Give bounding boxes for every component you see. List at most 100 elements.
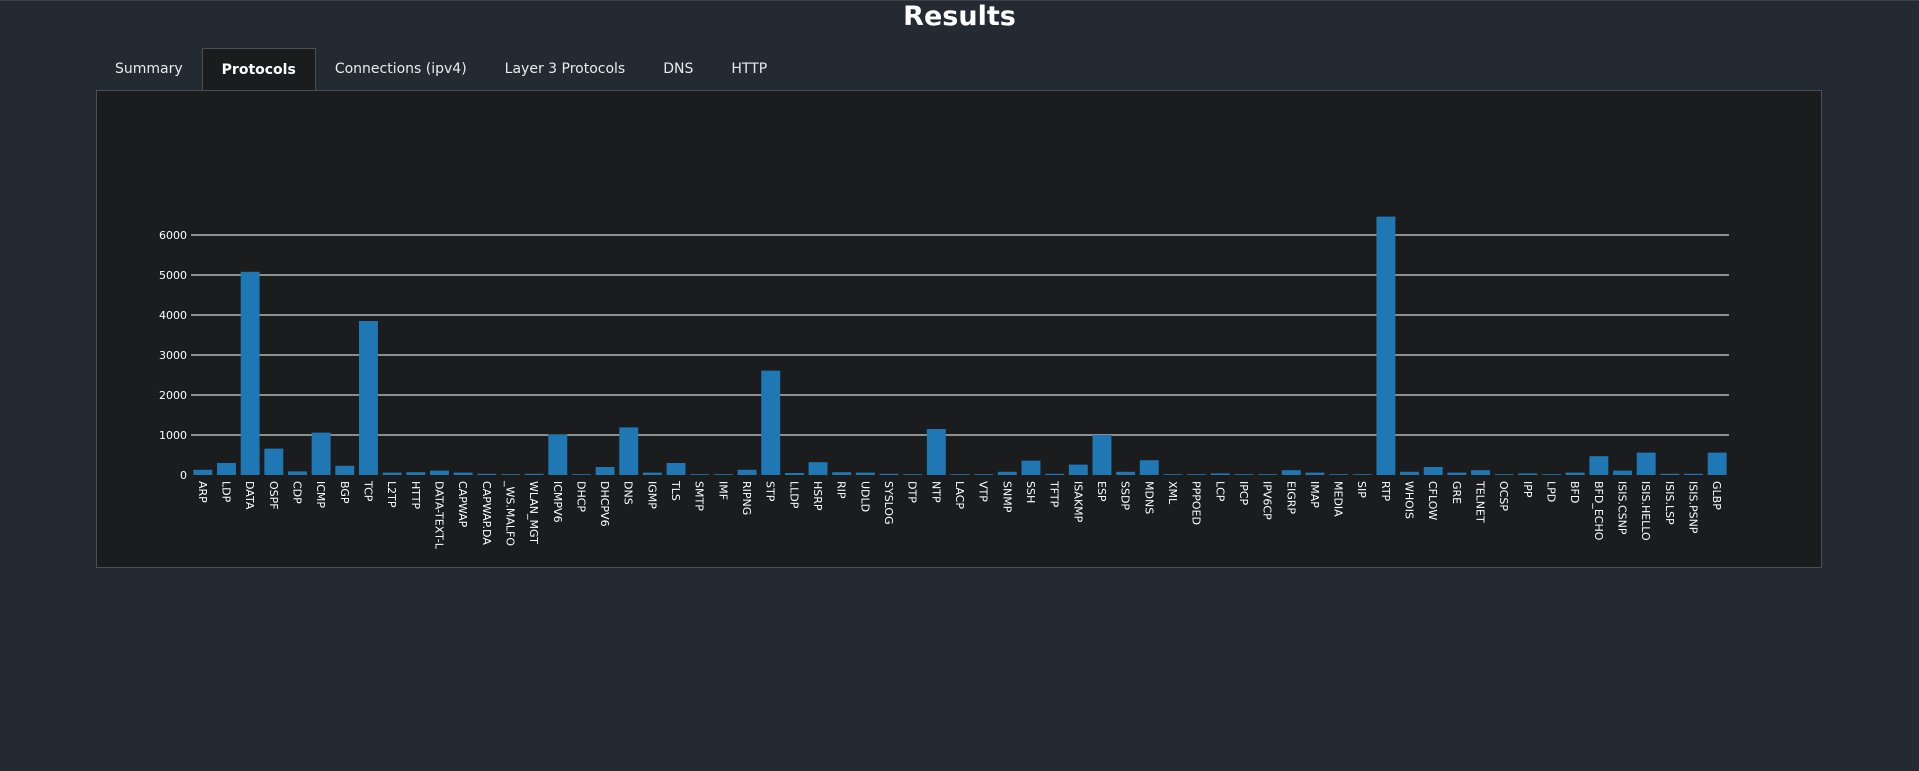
bar (666, 463, 686, 475)
x-tick-label: TFTP (1048, 480, 1061, 508)
x-tick-label: LLDP (787, 481, 800, 509)
bar (1471, 470, 1491, 475)
bar (1376, 216, 1396, 475)
tab-summary[interactable]: Summary (115, 61, 183, 77)
bar (453, 472, 473, 475)
x-tick-label: HTTP (409, 481, 422, 510)
tab-connections-ipv4[interactable]: Connections (ipv4) (334, 61, 467, 77)
x-tick-label: SNMP (1000, 481, 1013, 513)
x-tick-label: ISIS.LSP (1663, 481, 1676, 525)
bar (1707, 452, 1727, 475)
x-tick-label: DATA-TEXT-L (432, 481, 445, 550)
bar (1636, 452, 1656, 475)
x-tick-label: HSRP (811, 481, 824, 511)
bar (619, 427, 639, 475)
x-tick-label: BFD (1568, 481, 1581, 503)
x-tick-label: PPPOED (1190, 481, 1203, 525)
x-tick-label: RIPNG (740, 481, 753, 515)
x-tick-label: SYSLOG (882, 481, 895, 525)
y-tick-label: 4000 (159, 309, 187, 322)
bar (524, 473, 544, 475)
tab-dns[interactable]: DNS (663, 61, 694, 77)
bar (1542, 474, 1562, 475)
x-tick-label: WLAN_MGT (527, 481, 540, 544)
tab-bar: Summary Protocols Connections (ipv4) Lay… (96, 48, 786, 91)
x-tick-label: MEDIA (1332, 481, 1345, 517)
x-tick-label: WHOIS (1403, 481, 1416, 519)
x-tick-label: GLBP (1710, 481, 1723, 510)
bar (1565, 472, 1585, 475)
bar (288, 471, 307, 475)
x-tick-label: ISIS.HELLO (1639, 481, 1652, 541)
x-tick-label: RIP (835, 481, 848, 499)
x-tick-label: ARP (196, 481, 209, 503)
x-tick-label: DHCPV6 (598, 481, 611, 527)
x-tick-label: CFLOW (1426, 481, 1439, 520)
bar (1352, 474, 1372, 475)
tab-http[interactable]: HTTP (731, 61, 768, 77)
tab-protocols[interactable]: Protocols (201, 48, 316, 91)
bar (832, 472, 852, 475)
x-tick-label: IGMP (645, 481, 658, 509)
x-tick-label: RTP (1379, 481, 1392, 502)
y-tick-label: 5000 (159, 269, 187, 282)
x-tick-label: MDNS (1142, 481, 1155, 514)
x-tick-label: DTP (906, 481, 919, 503)
bar (1068, 464, 1088, 475)
bar (1092, 435, 1112, 475)
x-tick-label: OSPF (267, 481, 280, 510)
x-tick-label: OCSP (1497, 481, 1510, 511)
x-tick-label: LPD (1545, 481, 1558, 502)
bar (1210, 473, 1230, 475)
x-tick-label: STP (764, 481, 777, 502)
y-tick-label: 0 (180, 469, 187, 482)
bar (571, 474, 591, 475)
bar (1589, 456, 1609, 475)
x-tick-label: BGP (338, 481, 351, 504)
bar (1447, 472, 1467, 475)
bar (974, 474, 994, 475)
x-tick-label: _WS.MALFO (503, 480, 516, 546)
y-tick-label: 6000 (159, 229, 187, 242)
x-tick-label: VTP (977, 481, 990, 502)
x-tick-label: TCP (361, 480, 374, 502)
x-tick-label: ISIS.PSNP (1687, 481, 1700, 534)
bar (1684, 473, 1703, 475)
protocols-panel: 0 1000 2000 3000 4000 5000 6000 ARP LDP DATA OSPF C… (96, 90, 1822, 568)
x-tick-label: IMF (716, 481, 729, 500)
page-title: Results (903, 1, 1016, 32)
bar (1021, 460, 1041, 475)
x-tick-label: UDLD (858, 481, 871, 512)
bar (1400, 471, 1420, 475)
bar (855, 472, 875, 475)
x-tick-label: XML (1166, 481, 1179, 505)
x-tick-label: SMTP (693, 481, 706, 511)
x-tick-label: TLS (669, 480, 682, 501)
x-tick-label: NTP (929, 481, 942, 503)
bar (1139, 460, 1159, 475)
x-tick-label: DATA (243, 481, 256, 510)
bar (737, 469, 757, 475)
x-tick-label: IMAP (1308, 481, 1321, 508)
bar (382, 472, 402, 475)
top-border (0, 0, 1919, 1)
bar (903, 474, 923, 475)
bar (311, 432, 331, 475)
x-tick-label: ICMPV6 (551, 481, 564, 523)
x-tick-label: L2TP (385, 481, 398, 508)
x-tick-label: LACP (953, 481, 966, 509)
bar (1518, 473, 1538, 475)
bar (713, 474, 733, 475)
bar (595, 467, 615, 475)
bar (1305, 472, 1325, 475)
tab-layer-3-protocols[interactable]: Layer 3 Protocols (504, 61, 626, 77)
bar (642, 472, 662, 475)
x-tick-label: IPV6CP (1261, 481, 1274, 520)
x-tick-label: BFD_ECHO (1592, 481, 1605, 541)
bar (500, 474, 520, 475)
bar (784, 473, 804, 475)
x-tick-label: CAPWAP.DA (480, 481, 493, 545)
x-tick-label: ICMP (314, 481, 327, 508)
bar (1423, 467, 1443, 475)
bar (477, 473, 497, 475)
